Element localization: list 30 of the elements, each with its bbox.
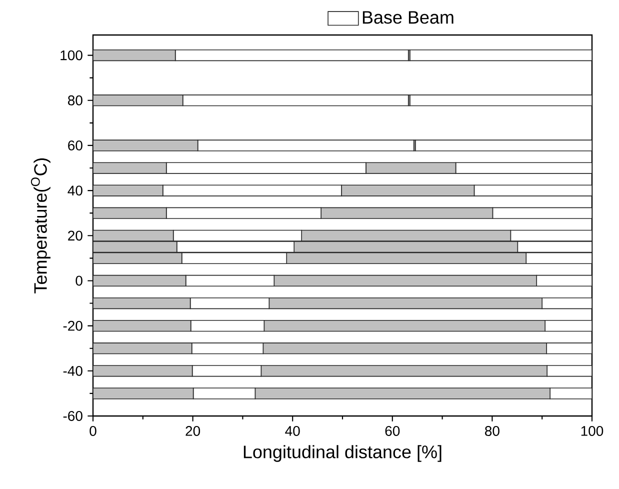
bar <box>93 207 167 219</box>
y-tick-label: 40 <box>68 186 82 196</box>
x-tick-label: 60 <box>385 426 400 436</box>
y-tick-label: 60 <box>68 140 82 150</box>
y-tick-label: -40 <box>63 366 82 376</box>
bar <box>93 94 184 106</box>
bar <box>93 184 164 196</box>
bar <box>93 162 167 174</box>
legend-label: Base Beam <box>362 11 454 24</box>
y-tick-label: 100 <box>60 50 82 60</box>
y-axis-title: Temperature($^{O}$C) <box>30 158 50 294</box>
y-tick-label: 0 <box>76 276 82 286</box>
x-tick-label: 20 <box>186 426 200 436</box>
x-tick-label: 100 <box>581 426 604 436</box>
y-tick-label: 80 <box>68 95 82 106</box>
bar <box>93 365 193 377</box>
x-axis-title: Longitudinal distance [%] <box>244 445 442 462</box>
bar <box>93 320 192 332</box>
bar <box>93 140 198 152</box>
x-tick-label: 80 <box>485 426 500 436</box>
bar <box>93 274 186 287</box>
bar <box>93 297 191 310</box>
x-tick-label: 0 <box>90 426 96 436</box>
bar <box>93 342 192 354</box>
y-tick-label: -20 <box>63 320 82 331</box>
y-tick-label: 20 <box>68 230 82 241</box>
bar <box>93 388 194 400</box>
y-tick-label: -60 <box>63 411 82 421</box>
bar <box>93 49 176 62</box>
x-tick-label: 40 <box>285 426 300 436</box>
